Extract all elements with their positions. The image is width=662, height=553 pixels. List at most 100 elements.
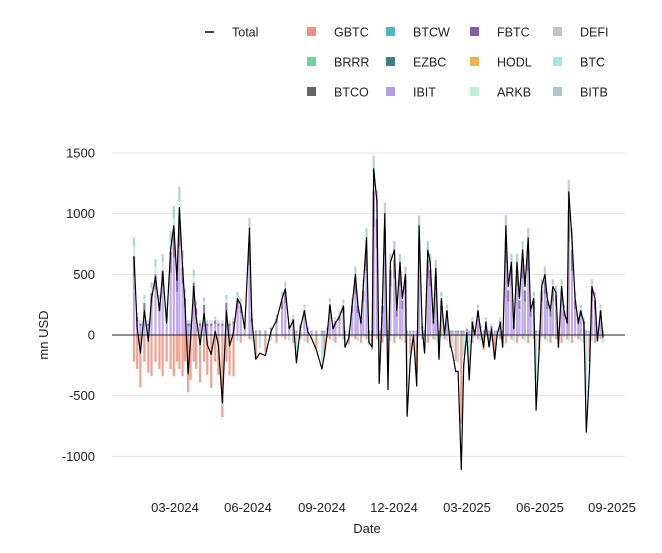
bar-gbtc — [477, 335, 479, 339]
bar-fbtc — [549, 311, 551, 317]
bar-arkb — [225, 299, 227, 303]
bar-gbtc — [510, 335, 512, 339]
bar-btc — [513, 335, 515, 341]
bar-bitb — [471, 317, 473, 319]
bar-gbtc — [455, 335, 457, 361]
bar-gbtc — [571, 335, 573, 343]
legend-item-gbtc: GBTC — [307, 26, 369, 40]
bar-bitb — [533, 292, 535, 296]
bar-bitb — [150, 282, 152, 287]
bar-bitb — [329, 298, 331, 302]
legend-item-bitb: BITB — [553, 86, 608, 100]
y-tick-label: 1500 — [66, 146, 95, 161]
bar-bitb — [292, 315, 294, 317]
bar-fbtc — [323, 331, 325, 332]
bar-ibit — [284, 303, 286, 335]
bar-ibit — [399, 286, 401, 335]
legend-swatch — [386, 27, 395, 36]
bar-bitb — [435, 260, 437, 267]
bar-btc — [451, 335, 453, 348]
bar-bitb — [193, 269, 195, 276]
bar-gbtc — [360, 335, 362, 343]
bar-arkb — [485, 319, 487, 321]
bar-bitb — [210, 320, 212, 321]
bar-ibit — [429, 286, 431, 335]
bar-fbtc — [529, 311, 531, 317]
bar-ibit — [236, 309, 238, 335]
bar-gbtc — [549, 335, 551, 343]
bar-bitb — [133, 238, 135, 248]
bar-gbtc — [505, 335, 507, 343]
bar-btc — [389, 335, 391, 341]
bar-ibit — [281, 309, 283, 335]
y-tick-label: -500 — [69, 388, 95, 403]
bar-gbtc — [248, 335, 250, 339]
bar-fbtc — [315, 331, 317, 332]
x-tick-label: 03-2025 — [443, 500, 491, 515]
bar-btc — [303, 335, 305, 341]
x-tick-label: 06-2025 — [516, 500, 564, 515]
bar-gbtc — [393, 335, 395, 343]
bar-btc — [446, 335, 448, 341]
legend-swatch — [553, 87, 562, 96]
bar-fbtc — [264, 331, 266, 332]
bar-ibit — [393, 279, 395, 335]
legend-item-brrr: BRRR — [307, 56, 369, 70]
bar-fbtc — [463, 331, 465, 332]
bar-ibit — [154, 290, 156, 335]
bar-bitb — [552, 279, 554, 285]
bar-gbtc — [443, 335, 445, 339]
bar-btc — [251, 335, 253, 341]
bar-fbtc — [310, 331, 312, 332]
bar-fbtc — [412, 331, 414, 332]
bar-ibit — [199, 326, 201, 335]
legend-label: BITB — [580, 86, 608, 100]
bar-gbtc — [329, 335, 331, 339]
legend-swatch — [470, 87, 479, 96]
bar-fbtc — [187, 323, 189, 326]
bar-fbtc — [295, 331, 297, 332]
y-tick-label: 1000 — [66, 206, 95, 221]
bar-fbtc — [199, 323, 201, 326]
bar-fbtc — [460, 331, 462, 332]
x-tick-label: 12-2024 — [370, 500, 418, 515]
bar-fbtc — [210, 323, 212, 326]
bar-fbtc — [255, 331, 257, 332]
bar-ibit — [221, 326, 223, 335]
bar-bitb — [143, 295, 145, 299]
bar-bitb — [147, 320, 149, 321]
bar-ibit — [580, 317, 582, 335]
bar-gbtc — [193, 335, 195, 362]
bar-gbtc — [432, 335, 434, 339]
bar-bitb — [284, 282, 286, 287]
bar-ibit — [217, 326, 219, 335]
bar-btc — [457, 335, 459, 363]
bar-arkb — [270, 327, 272, 328]
legend-label: EZBC — [413, 56, 446, 70]
legend-item-btc: BTC — [553, 56, 605, 70]
bar-fbtc — [139, 323, 141, 326]
bar-gbtc — [154, 335, 156, 362]
legend-item-hodl: HODL — [470, 56, 532, 70]
bar-ibit — [158, 311, 160, 335]
bar-arkb — [217, 322, 219, 323]
x-tick-label: 09-2024 — [298, 500, 346, 515]
bar-fbtc — [321, 331, 323, 332]
bar-gbtc — [181, 335, 183, 376]
bar-gbtc — [173, 335, 175, 376]
bar-bitb — [440, 292, 442, 296]
bar-gbtc — [143, 335, 145, 362]
bar-bitb — [516, 254, 518, 262]
legend-swatch — [553, 27, 562, 36]
bar-bitb — [399, 254, 401, 262]
bar-ibit — [139, 326, 141, 335]
bar-ibit — [210, 326, 212, 335]
bar-ibit — [518, 309, 520, 335]
bar-gbtc — [136, 335, 138, 369]
bar-arkb — [139, 322, 141, 323]
legend-item-defi: DEFI — [553, 26, 608, 40]
bar-gbtc — [560, 335, 562, 343]
bar-ibit — [360, 324, 362, 335]
